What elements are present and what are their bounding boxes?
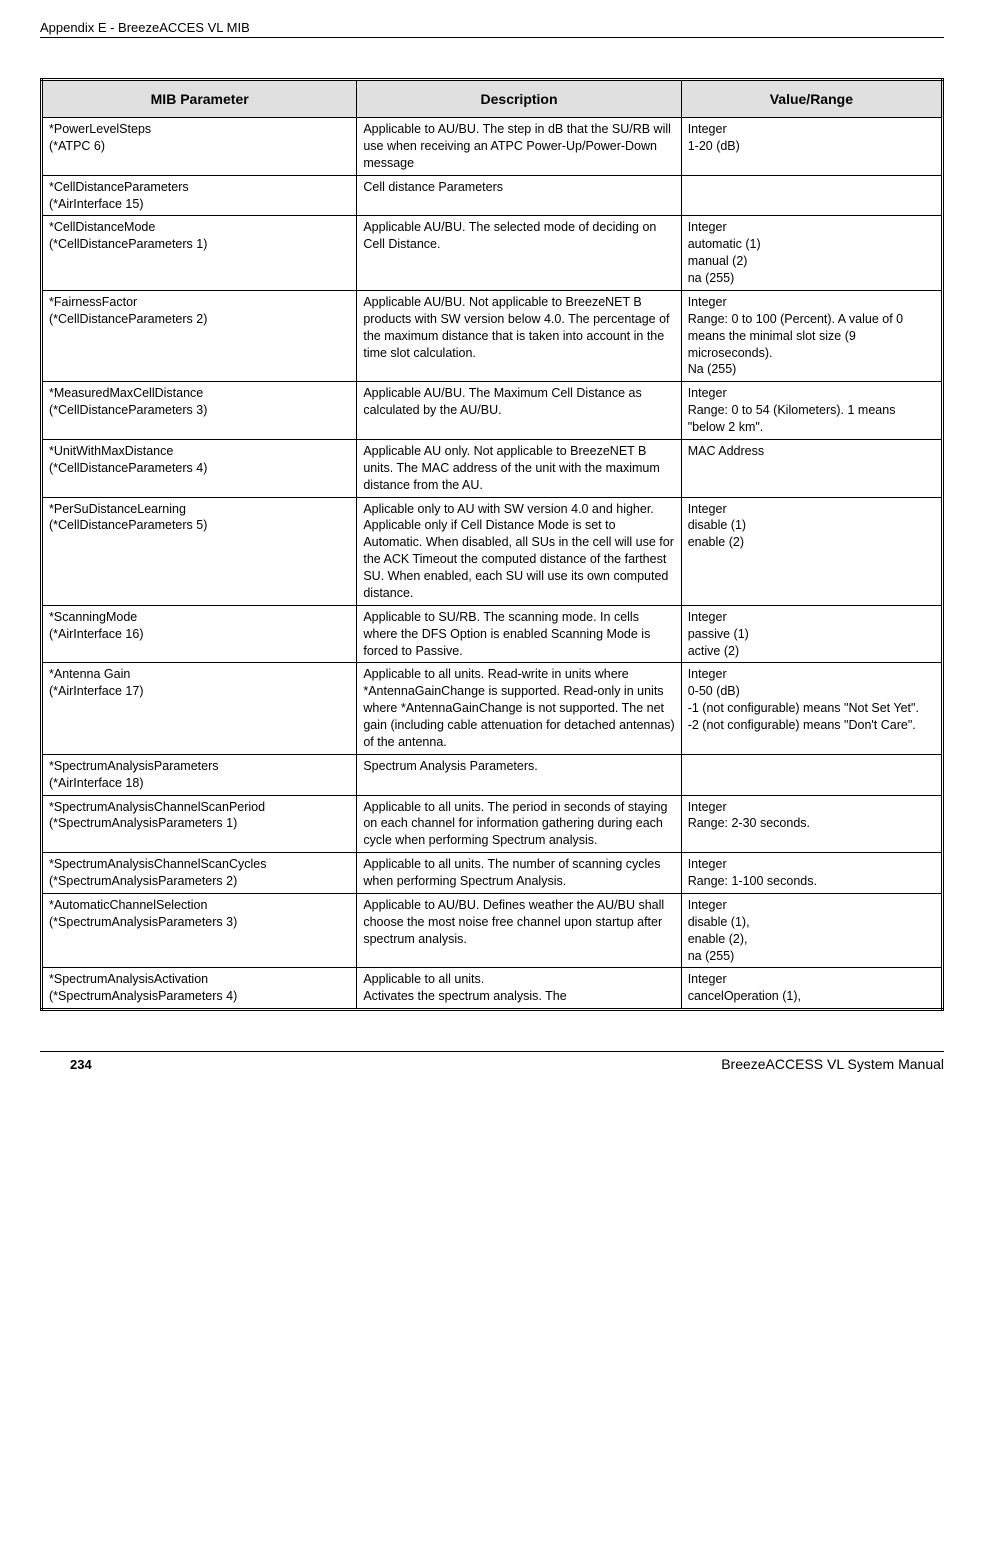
- table-row: *AutomaticChannelSelection (*SpectrumAna…: [42, 893, 943, 968]
- cell-desc: Spectrum Analysis Parameters.: [357, 754, 681, 795]
- page-number: 234: [70, 1057, 92, 1072]
- table-header-row: MIB Parameter Description Value/Range: [42, 80, 943, 118]
- cell-param: *AutomaticChannelSelection (*SpectrumAna…: [42, 893, 357, 968]
- mib-table: MIB Parameter Description Value/Range *P…: [40, 78, 944, 1011]
- cell-desc: Applicable AU only. Not applicable to Br…: [357, 439, 681, 497]
- col-header-param: MIB Parameter: [42, 80, 357, 118]
- cell-value: Integer Range: 0 to 100 (Percent). A val…: [681, 290, 942, 381]
- table-row: *FairnessFactor (*CellDistanceParameters…: [42, 290, 943, 381]
- cell-value: [681, 754, 942, 795]
- cell-value: Integer cancelOperation (1),: [681, 968, 942, 1010]
- cell-value: Integer automatic (1) manual (2) na (255…: [681, 216, 942, 291]
- table-row: *UnitWithMaxDistance (*CellDistanceParam…: [42, 439, 943, 497]
- table-row: *CellDistanceParameters (*AirInterface 1…: [42, 175, 943, 216]
- table-row: *PerSuDistanceLearning (*CellDistancePar…: [42, 497, 943, 605]
- table-row: *SpectrumAnalysisChannelScanCycles (*Spe…: [42, 853, 943, 894]
- table-row: *ScanningMode (*AirInterface 16)Applicab…: [42, 605, 943, 663]
- cell-desc: Applicable AU/BU. The selected mode of d…: [357, 216, 681, 291]
- cell-value: Integer disable (1) enable (2): [681, 497, 942, 605]
- footer-title: BreezeACCESS VL System Manual: [721, 1056, 944, 1072]
- cell-param: *Antenna Gain (*AirInterface 17): [42, 663, 357, 754]
- cell-value: Integer 1-20 (dB): [681, 118, 942, 176]
- table-row: *CellDistanceMode (*CellDistanceParamete…: [42, 216, 943, 291]
- cell-desc: Applicable AU/BU. Not applicable to Bree…: [357, 290, 681, 381]
- table-row: *MeasuredMaxCellDistance (*CellDistanceP…: [42, 382, 943, 440]
- cell-desc: Applicable to all units. Activates the s…: [357, 968, 681, 1010]
- cell-param: *CellDistanceParameters (*AirInterface 1…: [42, 175, 357, 216]
- cell-param: *UnitWithMaxDistance (*CellDistanceParam…: [42, 439, 357, 497]
- cell-desc: Applicable to all units. The period in s…: [357, 795, 681, 853]
- cell-value: Integer disable (1), enable (2), na (255…: [681, 893, 942, 968]
- cell-param: *MeasuredMaxCellDistance (*CellDistanceP…: [42, 382, 357, 440]
- cell-param: *PowerLevelSteps (*ATPC 6): [42, 118, 357, 176]
- cell-param: *ScanningMode (*AirInterface 16): [42, 605, 357, 663]
- page-footer: 234 BreezeACCESS VL System Manual: [40, 1051, 944, 1072]
- cell-desc: Applicable to SU/RB. The scanning mode. …: [357, 605, 681, 663]
- cell-desc: Applicable AU/BU. The Maximum Cell Dista…: [357, 382, 681, 440]
- cell-desc: Aplicable only to AU with SW version 4.0…: [357, 497, 681, 605]
- cell-value: Integer 0-50 (dB) -1 (not configurable) …: [681, 663, 942, 754]
- col-header-desc: Description: [357, 80, 681, 118]
- cell-value: Integer Range: 1-100 seconds.: [681, 853, 942, 894]
- cell-value: Integer Range: 2-30 seconds.: [681, 795, 942, 853]
- cell-param: *SpectrumAnalysisChannelScanPeriod (*Spe…: [42, 795, 357, 853]
- cell-value: Integer passive (1) active (2): [681, 605, 942, 663]
- table-row: *SpectrumAnalysisActivation (*SpectrumAn…: [42, 968, 943, 1010]
- cell-param: *SpectrumAnalysisActivation (*SpectrumAn…: [42, 968, 357, 1010]
- cell-param: *CellDistanceMode (*CellDistanceParamete…: [42, 216, 357, 291]
- cell-desc: Applicable to all units. Read-write in u…: [357, 663, 681, 754]
- cell-desc: Applicable to all units. The number of s…: [357, 853, 681, 894]
- cell-desc: Applicable to AU/BU. Defines weather the…: [357, 893, 681, 968]
- table-row: *SpectrumAnalysisChannelScanPeriod (*Spe…: [42, 795, 943, 853]
- table-row: *Antenna Gain (*AirInterface 17)Applicab…: [42, 663, 943, 754]
- cell-desc: Cell distance Parameters: [357, 175, 681, 216]
- cell-value: [681, 175, 942, 216]
- cell-desc: Applicable to AU/BU. The step in dB that…: [357, 118, 681, 176]
- cell-value: Integer Range: 0 to 54 (Kilometers). 1 m…: [681, 382, 942, 440]
- cell-param: *SpectrumAnalysisParameters (*AirInterfa…: [42, 754, 357, 795]
- cell-param: *SpectrumAnalysisChannelScanCycles (*Spe…: [42, 853, 357, 894]
- page-header: Appendix E - BreezeACCES VL MIB: [40, 20, 944, 38]
- cell-param: *PerSuDistanceLearning (*CellDistancePar…: [42, 497, 357, 605]
- cell-value: MAC Address: [681, 439, 942, 497]
- table-row: *PowerLevelSteps (*ATPC 6)Applicable to …: [42, 118, 943, 176]
- col-header-value: Value/Range: [681, 80, 942, 118]
- cell-param: *FairnessFactor (*CellDistanceParameters…: [42, 290, 357, 381]
- table-row: *SpectrumAnalysisParameters (*AirInterfa…: [42, 754, 943, 795]
